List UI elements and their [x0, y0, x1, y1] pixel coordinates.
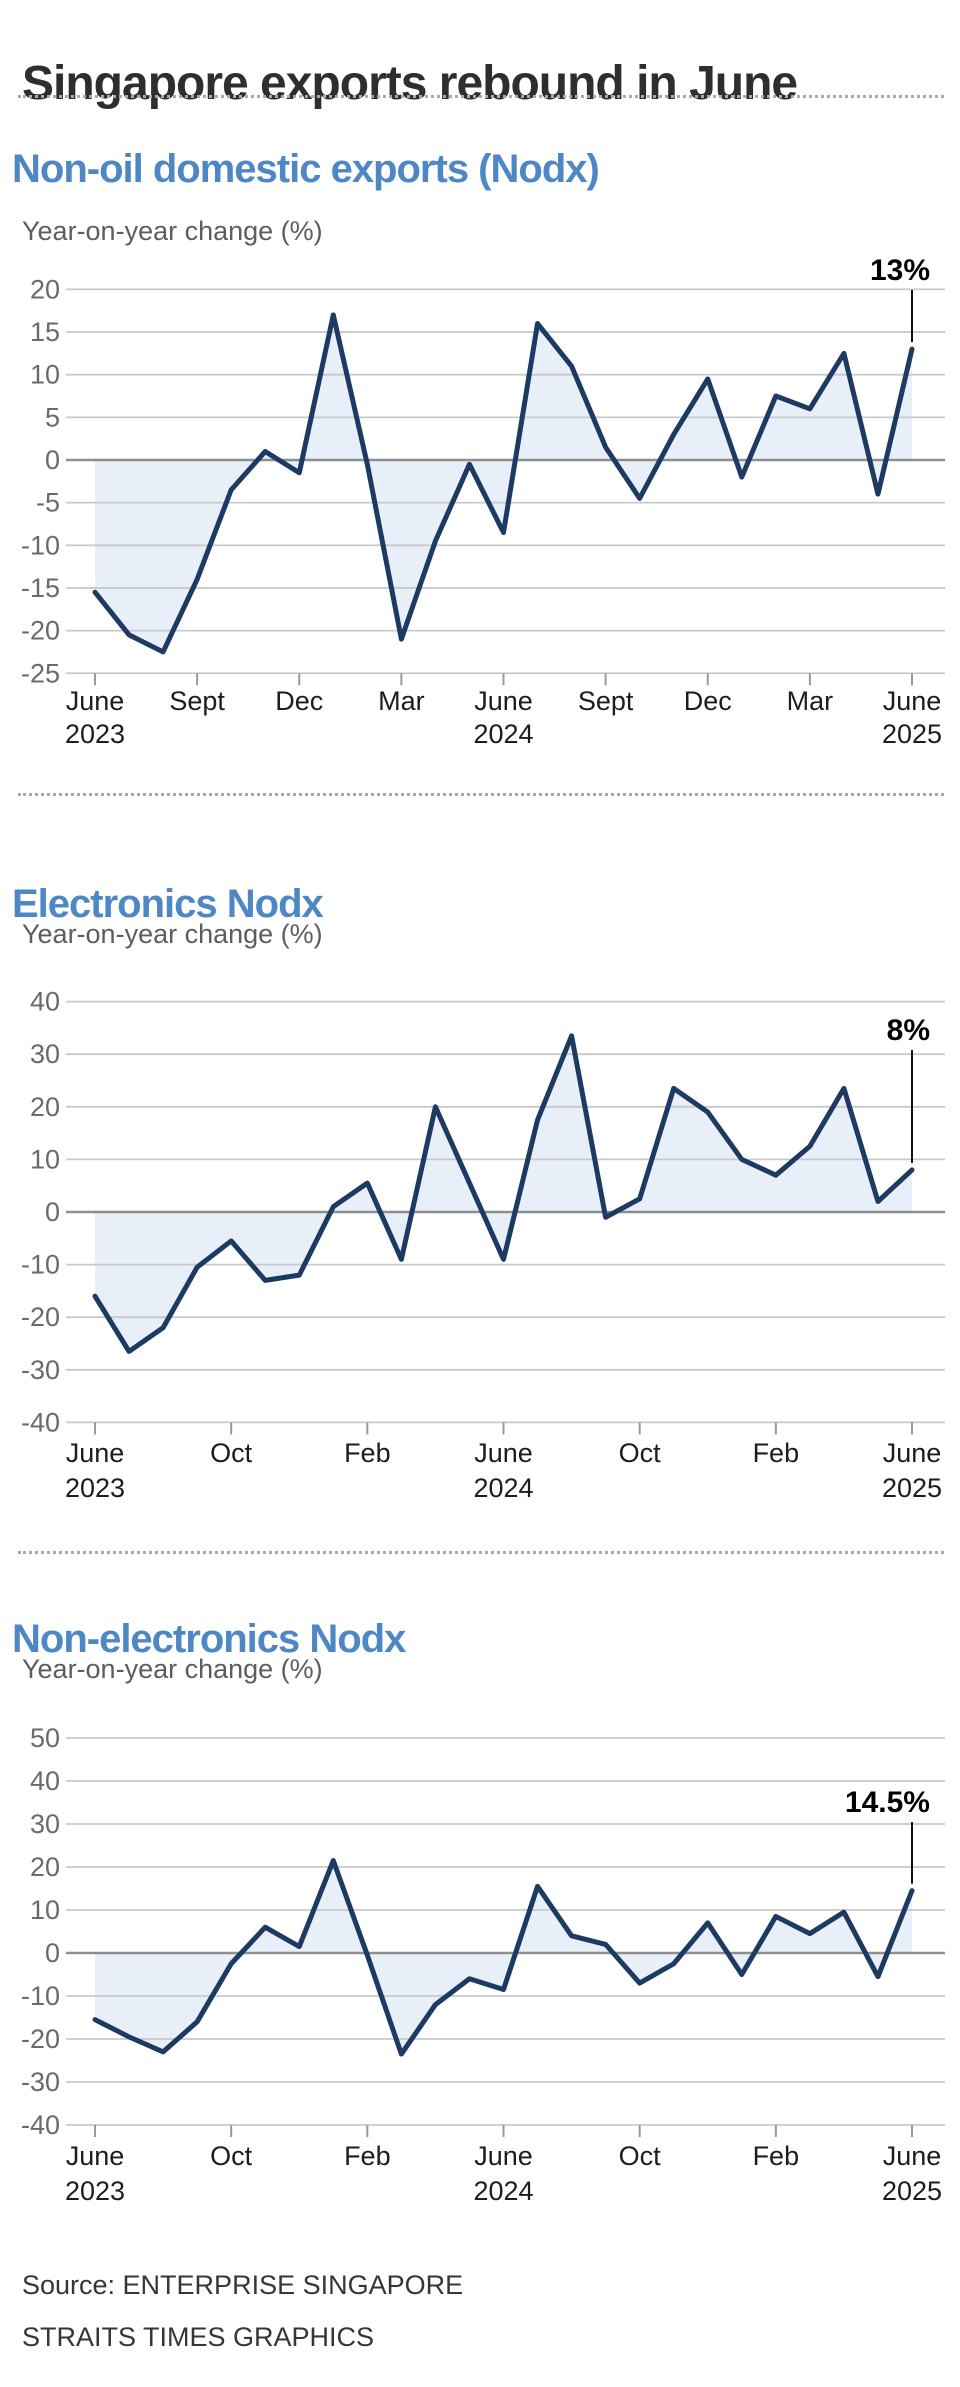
non-electronics-line-chart: Year-on-year change (%) 50 40 30 20 10 0 -10 -20…: [21, 1654, 945, 2206]
y-axis-label: -10: [21, 1981, 60, 2011]
y-axis-label: 30: [30, 1809, 60, 1839]
y-axis-label: 30: [30, 1039, 60, 1069]
x-tick-label: Sept: [578, 686, 634, 716]
x-tick-year-label: 2023: [65, 719, 125, 749]
x-tick-label: June: [883, 1438, 942, 1468]
x-tick-label: Oct: [619, 2141, 662, 2171]
series-line: [92, 1858, 915, 2057]
y-axis-label: -15: [21, 573, 60, 603]
y-axis-label: 20: [30, 1092, 60, 1122]
x-tick-label: June: [883, 686, 942, 716]
last-value-label: 8%: [887, 1014, 930, 1047]
x-tick-label: June: [474, 1438, 533, 1468]
y-axis-label: 0: [45, 445, 60, 475]
y-axis-label: 0: [45, 1197, 60, 1227]
x-tick-label: Oct: [210, 2141, 253, 2171]
y-axis-label: 0: [45, 1938, 60, 1968]
y-axis-label: 5: [45, 402, 60, 432]
y-axis-label: -20: [21, 2024, 60, 2054]
area-fill: [95, 1035, 912, 1352]
y-axis-label: -10: [21, 1250, 60, 1280]
last-value-label: 14.5%: [845, 1786, 930, 1819]
x-tick-label: Sept: [169, 686, 225, 716]
y-axis-label: -40: [21, 1407, 60, 1437]
last-value-label: 13%: [870, 254, 930, 287]
y-axis-label: 10: [30, 1144, 60, 1174]
x-tick-year-label: 2025: [882, 1473, 942, 1503]
x-tick-label: Dec: [275, 686, 323, 716]
source-credit: Source: ENTERPRISE SINGAPORE: [22, 2270, 464, 2300]
y-axis-label: -5: [36, 488, 60, 518]
y-axis-label: -20: [21, 616, 60, 646]
y-axis-label: -20: [21, 1302, 60, 1332]
page-title: Singapore exports rebound in June: [22, 57, 798, 111]
electronics-line-chart: Year-on-year change (%) 40 30 20 10 0 -10 -20 -3…: [21, 919, 945, 1503]
y-axis-label: 10: [30, 360, 60, 390]
axis-title: Year-on-year change (%): [22, 216, 323, 246]
y-axis-label: 50: [30, 1723, 60, 1753]
x-tick-year-label: 2024: [473, 719, 533, 749]
y-axis-label: 40: [30, 987, 60, 1017]
area-fill: [95, 314, 912, 652]
section-title-nodx: Non-oil domestic exports (Nodx): [12, 147, 600, 192]
divider: [18, 793, 944, 796]
axis-title: Year-on-year change (%): [22, 1654, 323, 1684]
y-axis-label: 10: [30, 1895, 60, 1925]
nodx-line-chart: Year-on-year change (%) 20 15 10 5 0 -5 -10 -15 -…: [21, 216, 945, 749]
y-axis-label: -30: [21, 2067, 60, 2097]
series-line: [92, 1033, 915, 1354]
x-tick-label: Oct: [619, 1438, 662, 1468]
section-title-electronics: Electronics Nodx: [12, 882, 324, 927]
x-tick-label: Mar: [378, 686, 425, 716]
x-tick-label: Mar: [787, 686, 834, 716]
x-tick-year-label: 2025: [882, 719, 942, 749]
area-fill: [95, 1860, 912, 2055]
x-tick-label: June: [66, 686, 125, 716]
x-tick-label: Feb: [753, 1438, 800, 1468]
x-tick-label: Dec: [684, 686, 732, 716]
x-tick-year-label: 2024: [473, 1473, 533, 1503]
y-axis-label: 40: [30, 1766, 60, 1796]
x-tick-label: June: [66, 1438, 125, 1468]
x-tick-label: Oct: [210, 1438, 253, 1468]
graphics-credit: STRAITS TIMES GRAPHICS: [22, 2322, 375, 2352]
y-axis-label: -40: [21, 2110, 60, 2140]
series-line: [92, 312, 915, 655]
section-title-non-electronics: Non-electronics Nodx: [12, 1617, 406, 1662]
y-axis-label: -30: [21, 1355, 60, 1385]
y-axis-label: 15: [30, 317, 60, 347]
x-tick-year-label: 2023: [65, 2176, 125, 2206]
x-tick-year-label: 2023: [65, 1473, 125, 1503]
y-axis-label: 20: [30, 274, 60, 304]
y-axis-label: -25: [21, 658, 60, 688]
axis-title: Year-on-year change (%): [22, 919, 323, 949]
y-axis-label: -10: [21, 530, 60, 560]
x-tick-label: June: [66, 2141, 125, 2171]
x-tick-label: June: [474, 686, 533, 716]
x-tick-label: June: [474, 2141, 533, 2171]
divider: [18, 1551, 944, 1554]
x-tick-label: June: [883, 2141, 942, 2171]
x-tick-year-label: 2025: [882, 2176, 942, 2206]
x-tick-label: Feb: [344, 2141, 391, 2171]
x-tick-year-label: 2024: [473, 2176, 533, 2206]
x-tick-label: Feb: [753, 2141, 800, 2171]
x-tick-label: Feb: [344, 1438, 391, 1468]
divider: [18, 95, 944, 98]
y-axis-label: 20: [30, 1852, 60, 1882]
